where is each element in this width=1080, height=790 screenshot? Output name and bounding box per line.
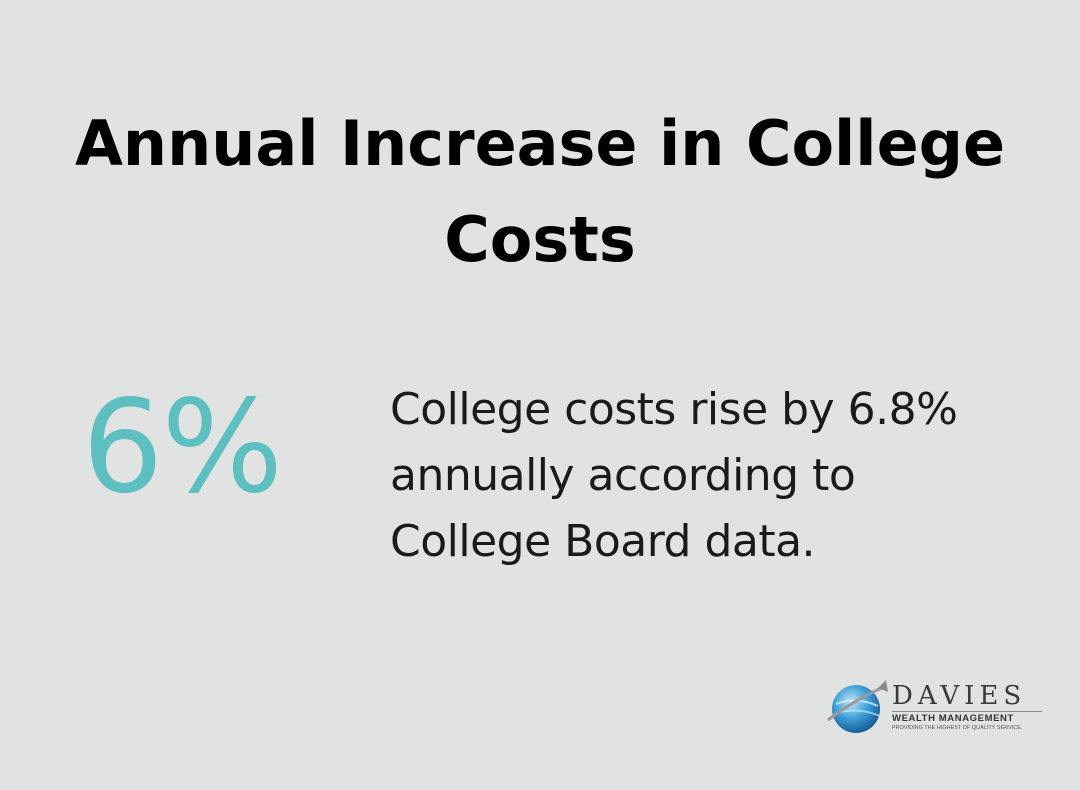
- globe-icon: [827, 680, 888, 733]
- stat-value: 6%: [82, 373, 283, 522]
- logo-subtitle: WEALTH MANAGEMENT: [892, 711, 1042, 725]
- stat-description: College costs rise by 6.8% annually acco…: [390, 384, 958, 567]
- page-title: Annual Increase in College Costs: [74, 107, 1006, 276]
- logo-tagline: PROVIDING THE HIGHEST OF QUALITY SERVICE…: [892, 725, 1023, 731]
- company-logo: DAVIES WEALTH MANAGEMENT PROVIDING THE H…: [826, 676, 1042, 738]
- logo-name: DAVIES: [892, 681, 1027, 711]
